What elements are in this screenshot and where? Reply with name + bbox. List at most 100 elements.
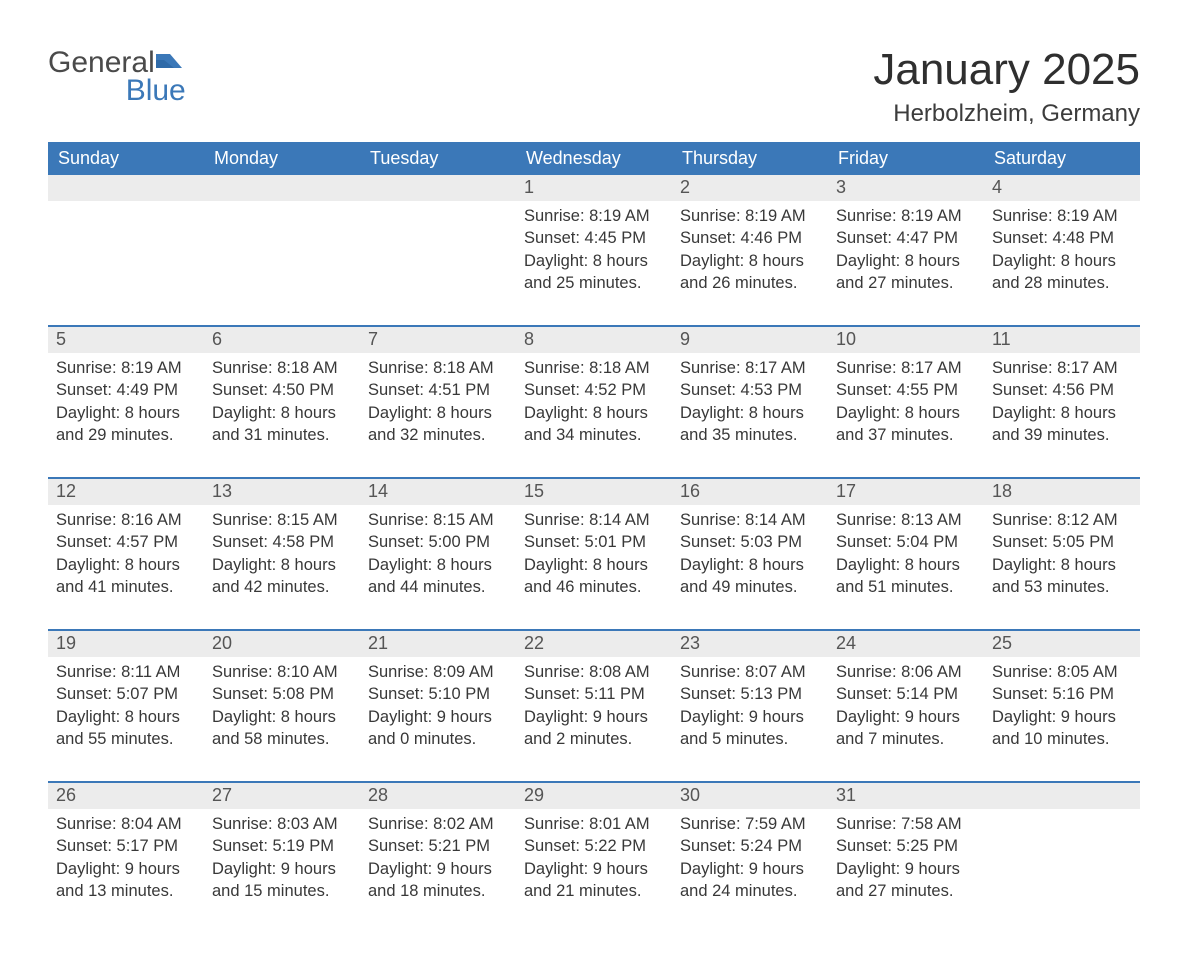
calendar-day-cell bbox=[984, 782, 1140, 933]
calendar-week-row: 12Sunrise: 8:16 AMSunset: 4:57 PMDayligh… bbox=[48, 478, 1140, 630]
day-number: 1 bbox=[516, 175, 672, 201]
brand-logo: General Blue bbox=[48, 48, 186, 106]
month-title: January 2025 bbox=[873, 48, 1140, 92]
day-details: Sunrise: 8:19 AMSunset: 4:46 PMDaylight:… bbox=[672, 201, 828, 325]
calendar-day-cell: 30Sunrise: 7:59 AMSunset: 5:24 PMDayligh… bbox=[672, 782, 828, 933]
calendar-day-cell: 11Sunrise: 8:17 AMSunset: 4:56 PMDayligh… bbox=[984, 326, 1140, 478]
day-details bbox=[360, 201, 516, 325]
calendar-table: SundayMondayTuesdayWednesdayThursdayFrid… bbox=[48, 142, 1140, 933]
calendar-day-cell: 5Sunrise: 8:19 AMSunset: 4:49 PMDaylight… bbox=[48, 326, 204, 478]
day-number bbox=[984, 783, 1140, 809]
weekday-header: Friday bbox=[828, 142, 984, 175]
day-details: Sunrise: 8:16 AMSunset: 4:57 PMDaylight:… bbox=[48, 505, 204, 629]
calendar-day-cell: 22Sunrise: 8:08 AMSunset: 5:11 PMDayligh… bbox=[516, 630, 672, 782]
day-details: Sunrise: 8:01 AMSunset: 5:22 PMDaylight:… bbox=[516, 809, 672, 933]
calendar-day-cell: 27Sunrise: 8:03 AMSunset: 5:19 PMDayligh… bbox=[204, 782, 360, 933]
calendar-day-cell: 4Sunrise: 8:19 AMSunset: 4:48 PMDaylight… bbox=[984, 175, 1140, 326]
calendar-day-cell: 23Sunrise: 8:07 AMSunset: 5:13 PMDayligh… bbox=[672, 630, 828, 782]
weekday-header: Monday bbox=[204, 142, 360, 175]
day-number: 7 bbox=[360, 327, 516, 353]
day-details bbox=[984, 809, 1140, 933]
day-details: Sunrise: 8:02 AMSunset: 5:21 PMDaylight:… bbox=[360, 809, 516, 933]
day-number: 14 bbox=[360, 479, 516, 505]
calendar-page: General Blue January 2025 Herbolzheim, G… bbox=[0, 0, 1188, 973]
day-details: Sunrise: 8:09 AMSunset: 5:10 PMDaylight:… bbox=[360, 657, 516, 781]
calendar-week-row: 26Sunrise: 8:04 AMSunset: 5:17 PMDayligh… bbox=[48, 782, 1140, 933]
calendar-day-cell: 6Sunrise: 8:18 AMSunset: 4:50 PMDaylight… bbox=[204, 326, 360, 478]
calendar-day-cell: 24Sunrise: 8:06 AMSunset: 5:14 PMDayligh… bbox=[828, 630, 984, 782]
calendar-day-cell: 1Sunrise: 8:19 AMSunset: 4:45 PMDaylight… bbox=[516, 175, 672, 326]
day-details: Sunrise: 8:18 AMSunset: 4:50 PMDaylight:… bbox=[204, 353, 360, 477]
day-details: Sunrise: 8:14 AMSunset: 5:03 PMDaylight:… bbox=[672, 505, 828, 629]
calendar-day-cell bbox=[204, 175, 360, 326]
day-number: 28 bbox=[360, 783, 516, 809]
day-number: 13 bbox=[204, 479, 360, 505]
calendar-day-cell: 29Sunrise: 8:01 AMSunset: 5:22 PMDayligh… bbox=[516, 782, 672, 933]
day-details: Sunrise: 8:05 AMSunset: 5:16 PMDaylight:… bbox=[984, 657, 1140, 781]
day-details: Sunrise: 8:11 AMSunset: 5:07 PMDaylight:… bbox=[48, 657, 204, 781]
calendar-day-cell: 2Sunrise: 8:19 AMSunset: 4:46 PMDaylight… bbox=[672, 175, 828, 326]
day-details: Sunrise: 8:07 AMSunset: 5:13 PMDaylight:… bbox=[672, 657, 828, 781]
weekday-header: Tuesday bbox=[360, 142, 516, 175]
day-number: 12 bbox=[48, 479, 204, 505]
calendar-day-cell: 20Sunrise: 8:10 AMSunset: 5:08 PMDayligh… bbox=[204, 630, 360, 782]
calendar-day-cell: 19Sunrise: 8:11 AMSunset: 5:07 PMDayligh… bbox=[48, 630, 204, 782]
calendar-day-cell: 25Sunrise: 8:05 AMSunset: 5:16 PMDayligh… bbox=[984, 630, 1140, 782]
weekday-header: Wednesday bbox=[516, 142, 672, 175]
calendar-head: SundayMondayTuesdayWednesdayThursdayFrid… bbox=[48, 142, 1140, 175]
calendar-day-cell: 13Sunrise: 8:15 AMSunset: 4:58 PMDayligh… bbox=[204, 478, 360, 630]
day-details: Sunrise: 7:59 AMSunset: 5:24 PMDaylight:… bbox=[672, 809, 828, 933]
calendar-day-cell: 21Sunrise: 8:09 AMSunset: 5:10 PMDayligh… bbox=[360, 630, 516, 782]
day-number: 20 bbox=[204, 631, 360, 657]
calendar-day-cell: 26Sunrise: 8:04 AMSunset: 5:17 PMDayligh… bbox=[48, 782, 204, 933]
day-details: Sunrise: 8:13 AMSunset: 5:04 PMDaylight:… bbox=[828, 505, 984, 629]
day-number: 18 bbox=[984, 479, 1140, 505]
calendar-week-row: 5Sunrise: 8:19 AMSunset: 4:49 PMDaylight… bbox=[48, 326, 1140, 478]
weekday-header: Thursday bbox=[672, 142, 828, 175]
day-details: Sunrise: 8:15 AMSunset: 4:58 PMDaylight:… bbox=[204, 505, 360, 629]
day-number: 3 bbox=[828, 175, 984, 201]
day-number: 2 bbox=[672, 175, 828, 201]
title-block: January 2025 Herbolzheim, Germany bbox=[873, 48, 1140, 128]
calendar-day-cell: 10Sunrise: 8:17 AMSunset: 4:55 PMDayligh… bbox=[828, 326, 984, 478]
day-number: 10 bbox=[828, 327, 984, 353]
day-number: 11 bbox=[984, 327, 1140, 353]
calendar-day-cell: 16Sunrise: 8:14 AMSunset: 5:03 PMDayligh… bbox=[672, 478, 828, 630]
calendar-day-cell: 9Sunrise: 8:17 AMSunset: 4:53 PMDaylight… bbox=[672, 326, 828, 478]
calendar-day-cell: 3Sunrise: 8:19 AMSunset: 4:47 PMDaylight… bbox=[828, 175, 984, 326]
logo-flag-icon bbox=[156, 48, 186, 77]
calendar-day-cell: 31Sunrise: 7:58 AMSunset: 5:25 PMDayligh… bbox=[828, 782, 984, 933]
calendar-day-cell: 8Sunrise: 8:18 AMSunset: 4:52 PMDaylight… bbox=[516, 326, 672, 478]
day-details: Sunrise: 8:19 AMSunset: 4:48 PMDaylight:… bbox=[984, 201, 1140, 325]
day-number: 26 bbox=[48, 783, 204, 809]
day-details: Sunrise: 8:06 AMSunset: 5:14 PMDaylight:… bbox=[828, 657, 984, 781]
day-number: 27 bbox=[204, 783, 360, 809]
calendar-week-row: 19Sunrise: 8:11 AMSunset: 5:07 PMDayligh… bbox=[48, 630, 1140, 782]
day-number: 8 bbox=[516, 327, 672, 353]
day-number bbox=[204, 175, 360, 201]
day-details bbox=[48, 201, 204, 325]
day-number: 17 bbox=[828, 479, 984, 505]
day-details: Sunrise: 8:15 AMSunset: 5:00 PMDaylight:… bbox=[360, 505, 516, 629]
calendar-day-cell: 12Sunrise: 8:16 AMSunset: 4:57 PMDayligh… bbox=[48, 478, 204, 630]
day-details: Sunrise: 8:03 AMSunset: 5:19 PMDaylight:… bbox=[204, 809, 360, 933]
weekday-header: Saturday bbox=[984, 142, 1140, 175]
day-details: Sunrise: 8:17 AMSunset: 4:53 PMDaylight:… bbox=[672, 353, 828, 477]
day-details: Sunrise: 8:12 AMSunset: 5:05 PMDaylight:… bbox=[984, 505, 1140, 629]
day-number: 19 bbox=[48, 631, 204, 657]
page-header: General Blue January 2025 Herbolzheim, G… bbox=[48, 48, 1140, 128]
day-number: 21 bbox=[360, 631, 516, 657]
day-details: Sunrise: 8:14 AMSunset: 5:01 PMDaylight:… bbox=[516, 505, 672, 629]
day-details: Sunrise: 8:08 AMSunset: 5:11 PMDaylight:… bbox=[516, 657, 672, 781]
day-details: Sunrise: 8:19 AMSunset: 4:49 PMDaylight:… bbox=[48, 353, 204, 477]
calendar-day-cell: 18Sunrise: 8:12 AMSunset: 5:05 PMDayligh… bbox=[984, 478, 1140, 630]
day-details: Sunrise: 7:58 AMSunset: 5:25 PMDaylight:… bbox=[828, 809, 984, 933]
day-number: 23 bbox=[672, 631, 828, 657]
day-number: 15 bbox=[516, 479, 672, 505]
day-details: Sunrise: 8:10 AMSunset: 5:08 PMDaylight:… bbox=[204, 657, 360, 781]
day-details: Sunrise: 8:19 AMSunset: 4:47 PMDaylight:… bbox=[828, 201, 984, 325]
day-details: Sunrise: 8:17 AMSunset: 4:56 PMDaylight:… bbox=[984, 353, 1140, 477]
calendar-day-cell bbox=[360, 175, 516, 326]
day-number: 5 bbox=[48, 327, 204, 353]
day-number: 24 bbox=[828, 631, 984, 657]
